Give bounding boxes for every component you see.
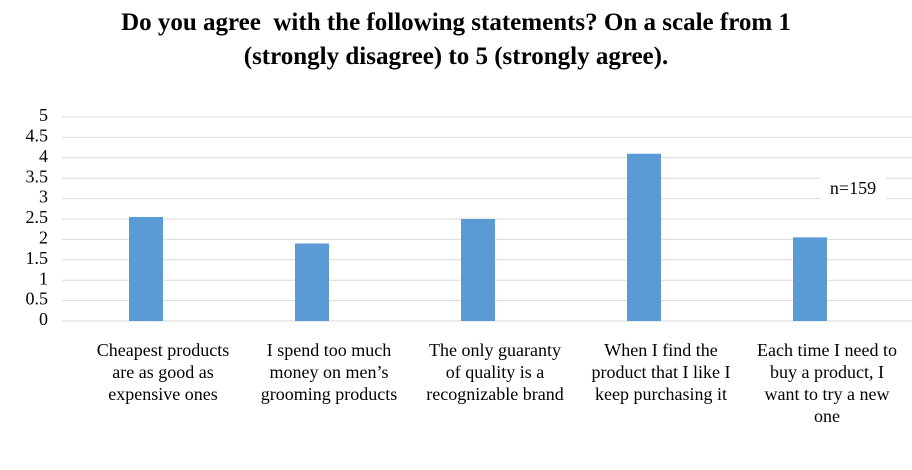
y-tick-label: 3.5 [26, 166, 49, 186]
bar [627, 153, 661, 321]
bar [461, 219, 495, 321]
x-tick-label: The only guaranty of quality is a recogn… [426, 340, 564, 404]
bar [129, 216, 163, 321]
y-tick-label: 3 [39, 187, 48, 207]
x-tick-label: Cheapest products are as good as expensi… [96, 340, 230, 404]
annotation: n=159 [830, 178, 876, 198]
bar [793, 237, 827, 321]
y-tick-label: 1 [39, 268, 48, 288]
y-tick-label: 2.5 [26, 207, 49, 227]
x-tick-label: Each time I need to buy a product, I wan… [757, 340, 897, 426]
x-tick-label: When I find the product that I like I ke… [591, 340, 731, 404]
y-tick-label: 4 [39, 146, 48, 166]
annotation-box [820, 176, 886, 204]
y-tick-label: 0.5 [26, 289, 49, 309]
y-tick-label: 2 [39, 228, 48, 248]
y-tick-label: 0 [39, 309, 48, 329]
chart-title: Do you agree with the following statemen… [121, 9, 798, 70]
y-tick-label: 5 [39, 105, 48, 125]
x-tick-label: I spend too much money on men’s grooming… [260, 340, 398, 404]
bar [295, 243, 329, 321]
y-tick-label: 4.5 [26, 126, 49, 146]
y-tick-label: 1.5 [26, 248, 49, 268]
